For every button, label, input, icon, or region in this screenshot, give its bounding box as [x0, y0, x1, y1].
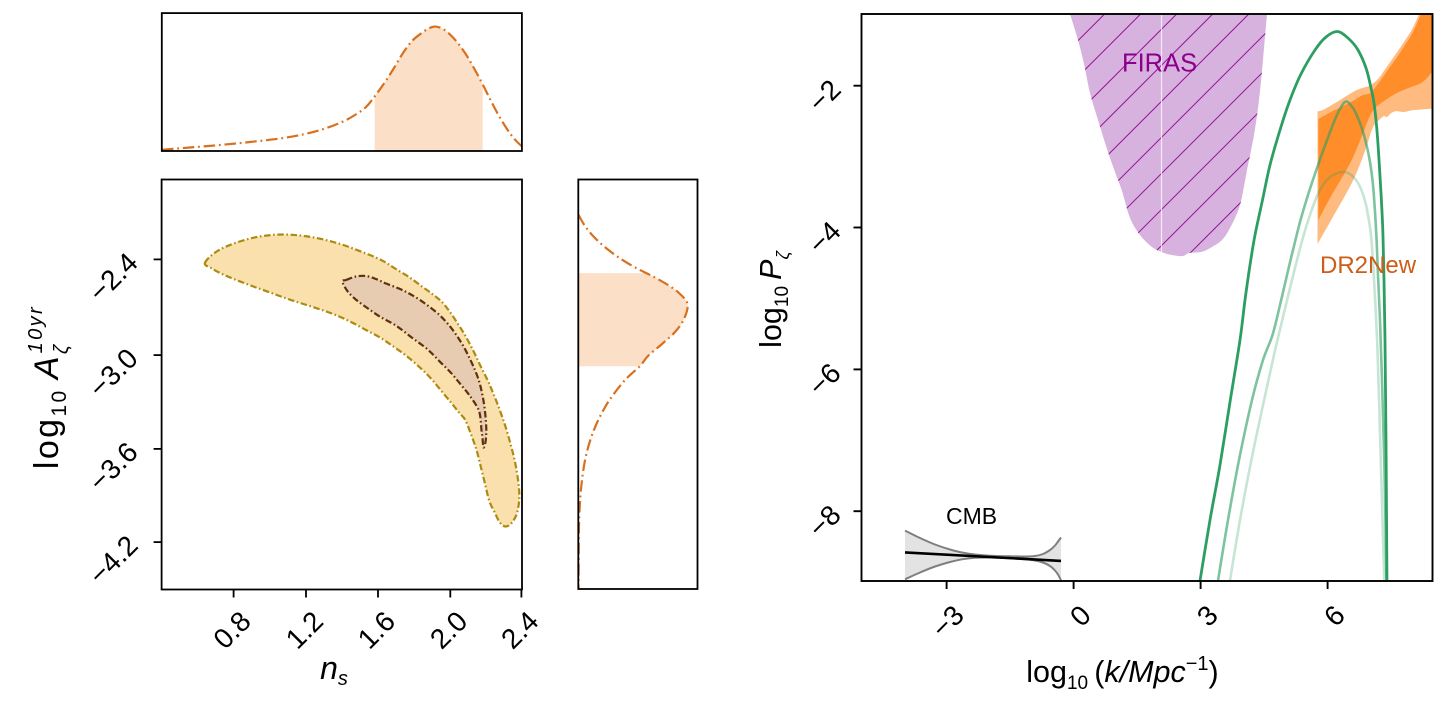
svg-text:ns: ns	[320, 650, 348, 690]
svg-text:FIRAS: FIRAS	[1122, 50, 1197, 78]
svg-text:CMB: CMB	[946, 503, 997, 529]
svg-text:DR2New: DR2New	[1320, 252, 1417, 279]
